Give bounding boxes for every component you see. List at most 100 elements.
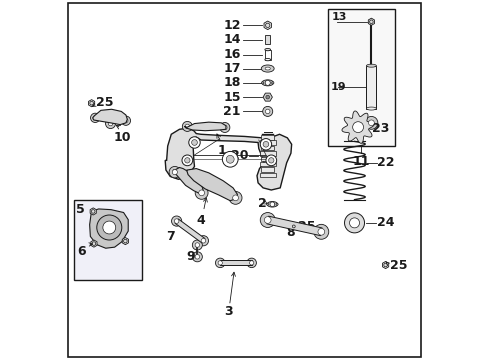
Circle shape [121, 116, 130, 125]
Circle shape [349, 218, 359, 228]
Ellipse shape [264, 49, 270, 51]
Circle shape [344, 213, 364, 233]
Text: 25: 25 [96, 96, 114, 109]
Circle shape [265, 155, 276, 166]
Circle shape [195, 255, 199, 259]
Circle shape [198, 190, 204, 196]
Bar [261, 157, 274, 161]
Polygon shape [122, 238, 128, 245]
Polygon shape [291, 224, 296, 229]
Circle shape [229, 192, 242, 204]
Text: 18: 18 [223, 76, 241, 89]
Ellipse shape [262, 80, 273, 86]
Polygon shape [90, 208, 96, 215]
Circle shape [268, 158, 273, 163]
Circle shape [93, 116, 97, 120]
Text: 9: 9 [186, 250, 195, 263]
Circle shape [105, 118, 115, 129]
Circle shape [352, 122, 363, 132]
Circle shape [123, 118, 128, 123]
Polygon shape [173, 167, 203, 194]
Circle shape [260, 212, 275, 228]
Circle shape [184, 158, 190, 163]
Bar [259, 140, 275, 145]
Text: 25: 25 [298, 220, 315, 233]
Text: 7: 7 [166, 230, 175, 243]
Circle shape [188, 137, 200, 148]
Text: 14: 14 [223, 33, 241, 46]
Polygon shape [93, 109, 127, 125]
Text: 12: 12 [223, 19, 241, 32]
Bar [259, 172, 275, 177]
Polygon shape [263, 93, 272, 101]
Bar [328, 9, 394, 146]
Bar [366, 66, 376, 109]
Circle shape [263, 141, 268, 147]
Text: 19: 19 [329, 82, 345, 92]
Circle shape [97, 215, 122, 240]
Ellipse shape [261, 65, 274, 72]
Circle shape [182, 121, 192, 131]
Circle shape [222, 125, 226, 130]
Ellipse shape [264, 67, 270, 70]
Circle shape [249, 261, 253, 265]
Circle shape [262, 107, 272, 116]
Circle shape [195, 186, 207, 199]
Text: 2: 2 [257, 197, 266, 210]
Text: 11: 11 [352, 155, 369, 168]
Circle shape [172, 170, 177, 175]
Circle shape [108, 121, 113, 126]
Circle shape [226, 156, 234, 163]
Text: 10: 10 [113, 131, 131, 144]
Bar [261, 167, 274, 172]
Circle shape [191, 140, 197, 145]
Bar [261, 135, 274, 140]
Bar [264, 50, 270, 60]
Circle shape [215, 258, 224, 267]
Ellipse shape [366, 64, 376, 67]
Circle shape [246, 258, 256, 267]
Text: 25: 25 [389, 259, 407, 272]
Text: 17: 17 [223, 62, 241, 75]
Polygon shape [89, 209, 128, 248]
Circle shape [368, 120, 373, 126]
Circle shape [198, 236, 208, 246]
Circle shape [317, 229, 324, 235]
Circle shape [313, 224, 328, 239]
Text: 21: 21 [223, 105, 241, 118]
Circle shape [364, 116, 377, 129]
Ellipse shape [266, 202, 277, 207]
Bar [261, 146, 274, 150]
Polygon shape [165, 128, 291, 190]
Text: 6: 6 [77, 246, 86, 258]
Text: 13: 13 [331, 12, 346, 22]
Circle shape [265, 109, 269, 114]
Polygon shape [382, 261, 388, 269]
Text: 16: 16 [223, 48, 241, 61]
Circle shape [222, 152, 238, 167]
Circle shape [102, 221, 116, 234]
Ellipse shape [275, 203, 278, 205]
Text: 5: 5 [75, 203, 84, 216]
Polygon shape [341, 111, 373, 143]
Circle shape [90, 113, 100, 122]
Polygon shape [184, 122, 225, 131]
Polygon shape [367, 18, 374, 25]
Circle shape [169, 166, 180, 178]
Circle shape [201, 238, 205, 243]
Bar [264, 35, 270, 44]
Text: 1: 1 [218, 144, 226, 157]
Polygon shape [266, 216, 322, 236]
Text: 4: 4 [196, 214, 205, 227]
Ellipse shape [266, 203, 268, 205]
Text: 8: 8 [286, 226, 295, 239]
Ellipse shape [261, 82, 263, 84]
Circle shape [218, 261, 222, 265]
Bar [259, 162, 275, 166]
Text: 22: 22 [377, 156, 394, 169]
Ellipse shape [264, 58, 270, 61]
Circle shape [264, 217, 270, 223]
Circle shape [264, 80, 270, 85]
Circle shape [182, 155, 192, 166]
Circle shape [192, 240, 202, 250]
